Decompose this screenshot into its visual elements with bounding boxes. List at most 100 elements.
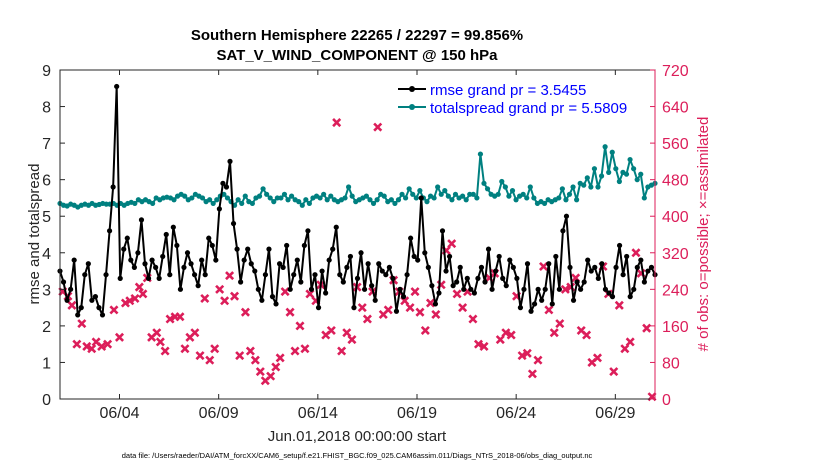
obs-assimilated-marker [495,335,505,345]
rmse-point [546,261,552,267]
rmse-point [379,268,385,274]
rmse-point [418,195,424,201]
rmse-point [595,275,601,281]
rmse-point [308,286,315,292]
totalspread-point [199,195,206,201]
totalspread-point [303,197,309,203]
totalspread-point [609,149,615,155]
totalspread-point [460,193,466,199]
obs-assimilated-marker [165,314,175,324]
totalspread-point [484,186,491,192]
obs-assimilated-marker [230,291,240,301]
y2-tick-label: 80 [662,355,680,372]
rmse-point [411,253,417,260]
rmse-point [103,272,109,278]
x-tick-label: 06/14 [298,405,338,422]
obs-assimilated-marker [342,328,352,338]
totalspread-point [285,197,291,203]
rmse-point [553,253,559,260]
rmse-point [549,301,555,307]
rmse-point [92,294,99,300]
rmse-point [641,279,647,285]
rmse-point [238,279,244,285]
totalspread-point [595,184,601,190]
totalspread-point [242,193,248,199]
obs-assimilated-marker [210,344,220,354]
rmse-point [450,283,456,289]
obs-assimilated-marker [362,314,372,324]
obs-assimilated-marker [620,344,630,354]
totalspread-point [317,195,323,201]
rmse-point [340,279,346,285]
totalspread-point [541,200,548,207]
rmse-point [397,286,403,292]
rmse-point [365,261,371,267]
obs-assimilated-marker [200,293,210,303]
obs-assimilated-marker [468,314,478,324]
rmse-point [390,275,396,281]
rmse-point [124,235,130,241]
obs-assimilated-marker [582,330,592,340]
obs-assimilated-marker [280,287,290,297]
totalspread-point [520,191,526,197]
rmse-point [184,250,191,256]
rmse-point [160,253,166,260]
rmse-point [539,297,545,303]
rmse-point [330,246,336,252]
rmse-point [177,286,184,292]
rmse-point [110,184,116,190]
obs-assimilated-marker [109,305,119,315]
totalspread-point [470,191,476,197]
obs-assimilated-marker [447,239,457,249]
totalspread-point [132,200,138,207]
obs-assimilated-marker [160,346,170,356]
totalspread-point [502,184,508,190]
rmse-point [333,224,339,230]
totalspread-point [381,193,387,199]
totalspread-point [463,197,469,203]
rmse-point [383,272,389,278]
y-tick-label: 9 [42,63,51,80]
rmse-point [478,264,485,270]
y2-tick-label: 480 [662,173,689,190]
totalspread-point [509,188,516,194]
totalspread-point [403,195,409,201]
rmse-point [602,286,609,292]
obs-assimilated-marker [266,371,276,381]
totalspread-point [324,197,330,203]
totalspread-point [616,178,622,185]
rmse-point [315,305,322,311]
obs-assimilated-marker [295,321,305,331]
rmse-point [213,257,219,263]
obs-assimilated-marker [458,303,468,313]
rmse-point [301,242,307,249]
totalspread-point [435,184,441,190]
y-axis-left: 0 1 2 3 4 5 6 7 8 9 [42,63,65,409]
obs-assimilated-marker [190,328,200,338]
obs-assimilated-marker [205,355,215,365]
rmse-point [262,272,269,278]
obs-assimilated-marker [357,303,367,313]
totalspread-point [584,175,590,181]
obs-assimilated-marker [631,248,641,258]
obs-assimilated-marker [125,296,135,306]
totalspread-point [438,191,444,197]
obs-assimilated-marker [175,312,185,322]
totalspread-point [210,200,216,207]
obs-assimilated-marker [337,346,347,356]
rmse-point [209,242,215,249]
rmse-point [294,257,300,263]
rmse-point [135,250,141,256]
totalspread-point [342,195,348,201]
totalspread-point [574,197,580,203]
obs-assimilated-marker [332,118,342,128]
y2-tick-label: 240 [662,282,689,299]
rmse-point [312,272,318,278]
totalspread-point [103,201,109,207]
obs-assimilated-marker [290,346,300,356]
obs-assimilated-marker [473,339,484,349]
totalspread-point [256,193,263,199]
obs-assimilated-marker [300,344,310,354]
rmse-point [574,279,580,285]
rmse-point [408,235,414,241]
